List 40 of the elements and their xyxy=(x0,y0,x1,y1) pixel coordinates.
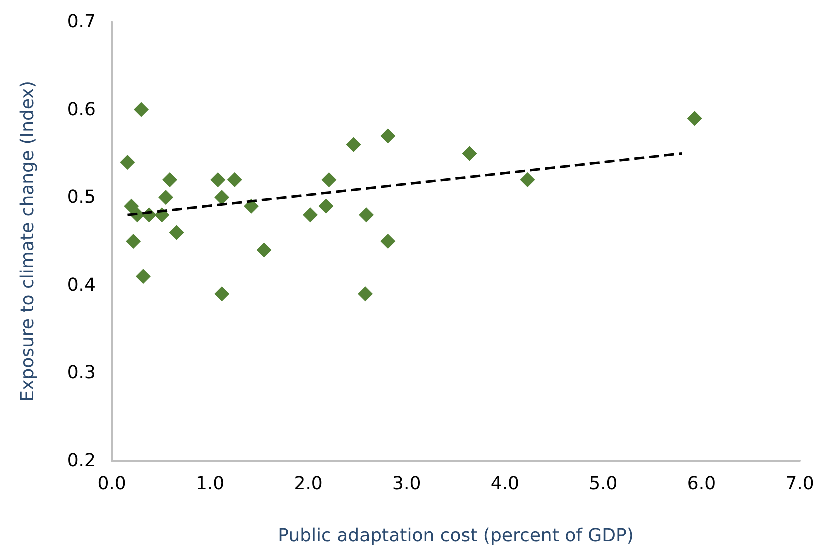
point xyxy=(380,128,396,144)
x-tick-label: 4.0 xyxy=(490,474,520,494)
y-tick-label: 0.7 xyxy=(67,12,96,32)
point xyxy=(462,146,478,162)
point xyxy=(256,242,272,258)
x-tick-label: 7.0 xyxy=(786,474,814,494)
y-tick-label: 0.2 xyxy=(67,450,96,472)
point xyxy=(227,172,242,188)
x-tick-label: 1.0 xyxy=(196,474,225,494)
y-tick-label: 0.4 xyxy=(67,274,96,296)
x-tick-label: 6.0 xyxy=(687,474,716,494)
y-tick-label: 0.6 xyxy=(67,99,96,120)
point xyxy=(126,234,142,249)
point xyxy=(214,286,230,302)
point xyxy=(318,198,334,214)
point xyxy=(158,190,174,206)
point xyxy=(687,111,702,126)
point xyxy=(134,102,149,118)
point xyxy=(322,172,337,188)
point xyxy=(520,172,536,188)
x-axis-title: Public adaptation cost (percent of GDP) xyxy=(278,526,634,546)
x-tick-label: 2.0 xyxy=(294,474,323,494)
point xyxy=(169,225,184,240)
x-tick-label: 3.0 xyxy=(392,474,422,494)
point xyxy=(359,208,374,223)
y-tick-label: 0.3 xyxy=(67,362,96,384)
point xyxy=(120,154,136,170)
point xyxy=(162,172,178,188)
x-tick-label: 5.0 xyxy=(589,474,618,494)
point xyxy=(214,190,230,206)
x-tick-label: 0.0 xyxy=(98,474,126,494)
point xyxy=(358,286,374,302)
point xyxy=(380,234,396,249)
point xyxy=(210,172,226,188)
y-axis-title: Exposure to climate change (Index) xyxy=(18,81,38,402)
y-tick-label: 0.5 xyxy=(67,187,96,208)
point xyxy=(124,198,140,214)
point xyxy=(136,269,151,284)
point xyxy=(303,208,318,223)
point xyxy=(346,137,362,152)
